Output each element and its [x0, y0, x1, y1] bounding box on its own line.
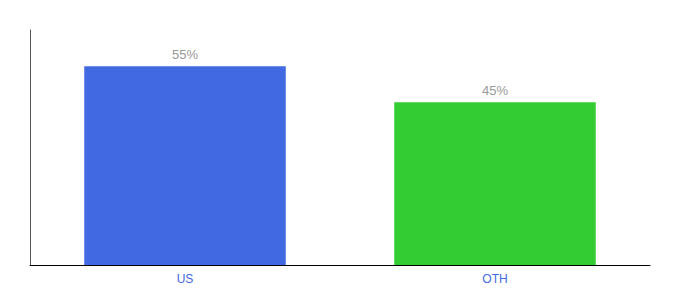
- svg-text:US: US: [177, 272, 194, 286]
- svg-text:55%: 55%: [172, 47, 198, 62]
- svg-text:45%: 45%: [482, 83, 508, 98]
- svg-text:OTH: OTH: [482, 272, 507, 286]
